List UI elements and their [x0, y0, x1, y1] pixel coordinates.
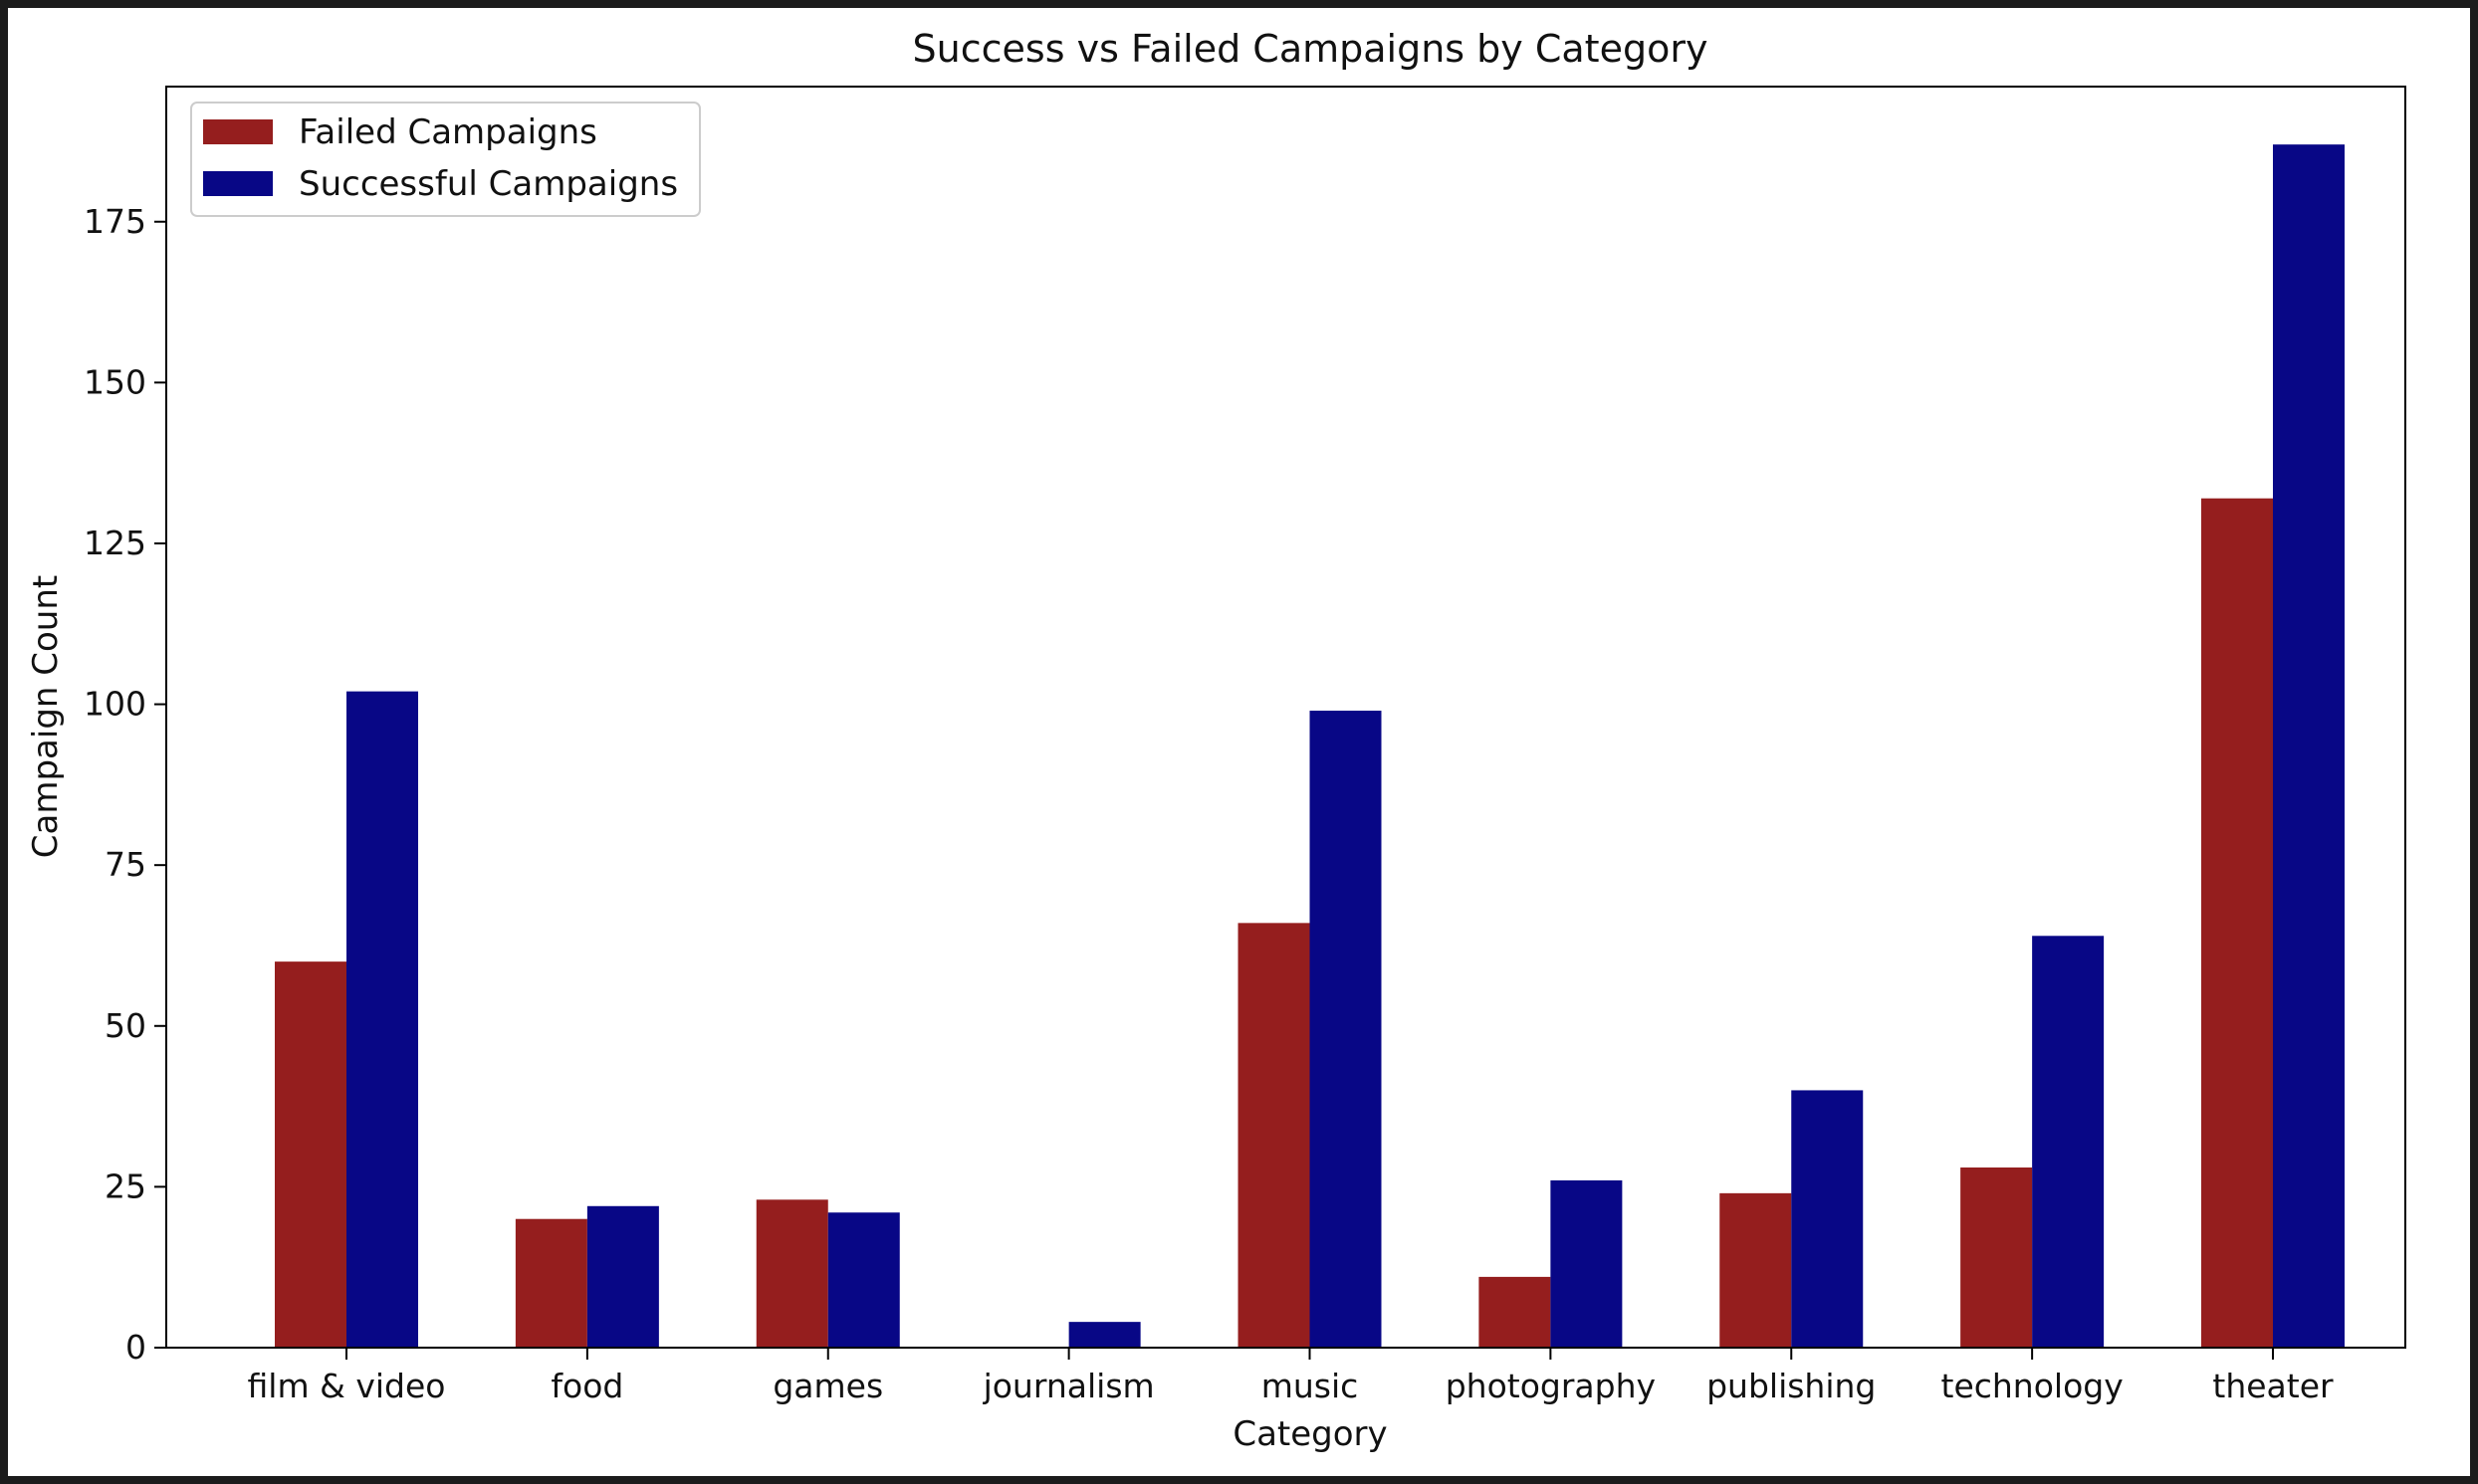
bar-failed-campaigns-film-video	[275, 961, 346, 1348]
bar-successful-campaigns-film-video	[346, 691, 418, 1348]
x-tick-label-photography: photography	[1446, 1367, 1656, 1405]
bars-group	[275, 144, 2345, 1348]
bar-successful-campaigns-food	[586, 1205, 659, 1348]
y-tick-label-100: 100	[84, 685, 146, 724]
y-tick-label-50: 50	[105, 1006, 146, 1045]
legend-box	[190, 102, 701, 217]
y-tick-label-175: 175	[84, 202, 146, 241]
bar-failed-campaigns-games	[756, 1199, 828, 1348]
bar-failed-campaigns-theater	[2201, 498, 2273, 1348]
legend-label-successful: Successful Campaigns	[299, 164, 678, 204]
x-tick-label-games: games	[773, 1367, 883, 1405]
x-tick-label-theater: theater	[2212, 1367, 2334, 1405]
bar-successful-campaigns-photography	[1550, 1179, 1623, 1348]
x-tick-label-film-video: film & video	[248, 1367, 446, 1405]
bar-successful-campaigns-games	[827, 1212, 900, 1348]
legend-swatch-successful	[203, 171, 273, 196]
bar-successful-campaigns-publishing	[1791, 1090, 1864, 1348]
x-axis-label: Category	[1233, 1414, 1387, 1454]
y-tick-label-25: 25	[105, 1166, 146, 1205]
chart-title: Success vs Failed Campaigns by Category	[913, 27, 1708, 71]
plot-frame	[165, 86, 2406, 1349]
x-axis: film & video food games journalism music phot…	[248, 1348, 2334, 1405]
legend-label-failed: Failed Campaigns	[299, 112, 597, 152]
bar-successful-campaigns-technology	[2032, 936, 2105, 1348]
x-tick-label-food: food	[551, 1367, 623, 1405]
y-tick-label-75: 75	[105, 845, 146, 884]
bar-failed-campaigns-music	[1238, 923, 1310, 1348]
bar-successful-campaigns-journalism	[1068, 1322, 1141, 1348]
x-tick-label-publishing: publishing	[1706, 1367, 1876, 1405]
bar-failed-campaigns-publishing	[1719, 1192, 1792, 1348]
bar-failed-campaigns-photography	[1478, 1276, 1551, 1348]
x-tick-label-journalism: journalism	[983, 1367, 1155, 1405]
y-tick-label-125: 125	[84, 524, 146, 562]
y-tick-label-150: 150	[84, 362, 146, 401]
y-axis: 0 25 50 75 100 125 150 175	[84, 202, 166, 1367]
x-tick-label-technology: technology	[1941, 1367, 2124, 1405]
y-axis-label: Campaign Count	[26, 575, 66, 858]
x-tick-label-music: music	[1261, 1367, 1359, 1405]
bar-successful-campaigns-music	[1309, 711, 1382, 1348]
legend: Failed Campaigns Successful Campaigns	[190, 102, 701, 217]
bar-failed-campaigns-food	[515, 1218, 587, 1348]
y-tick-label-0: 0	[125, 1328, 146, 1367]
bar-failed-campaigns-technology	[1960, 1167, 2033, 1348]
legend-swatch-failed	[203, 119, 273, 144]
bar-successful-campaigns-theater	[2273, 144, 2345, 1348]
